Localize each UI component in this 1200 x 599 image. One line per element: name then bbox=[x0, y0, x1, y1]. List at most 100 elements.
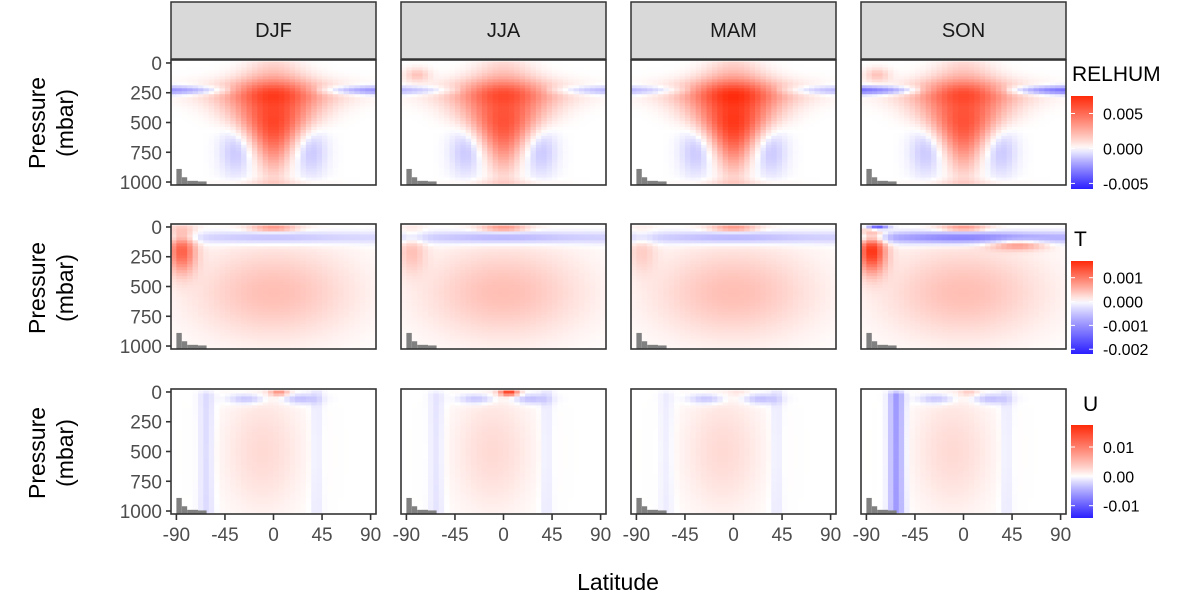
heatmap-cell bbox=[749, 132, 756, 137]
heatmap-cell bbox=[652, 129, 659, 134]
heatmap-cell bbox=[471, 180, 477, 184]
heatmap-cell bbox=[679, 118, 686, 122]
heatmap-cell bbox=[327, 132, 334, 137]
heatmap-cell bbox=[711, 82, 718, 86]
heatmap-cell bbox=[765, 61, 772, 65]
heatmap-cell bbox=[744, 97, 751, 101]
heatmap-cell bbox=[171, 79, 177, 83]
heatmap-cell bbox=[674, 123, 680, 128]
heatmap-cell bbox=[589, 171, 596, 175]
heatmap-cell bbox=[192, 126, 199, 131]
heatmap-cell bbox=[787, 94, 794, 98]
heatmap-cell bbox=[197, 144, 204, 149]
heatmap-cell bbox=[866, 159, 873, 164]
heatmap-cell bbox=[541, 103, 548, 107]
heatmap-cell bbox=[359, 94, 366, 98]
heatmap-cell bbox=[465, 97, 472, 101]
heatmap-cell bbox=[887, 159, 894, 164]
heatmap-cell bbox=[214, 141, 220, 146]
heatmap-cell bbox=[861, 115, 867, 119]
heatmap-cell bbox=[370, 135, 377, 140]
heatmap-cell bbox=[187, 141, 193, 146]
heatmap-cell bbox=[349, 73, 355, 77]
heatmap-cell bbox=[695, 129, 702, 134]
heatmap-cell bbox=[224, 141, 231, 146]
heatmap-cell bbox=[579, 141, 585, 146]
heatmap-cell bbox=[792, 135, 799, 140]
heatmap-cell bbox=[546, 153, 553, 158]
heatmap-cell bbox=[755, 94, 761, 98]
heatmap-cell bbox=[765, 73, 772, 77]
heatmap-cell bbox=[251, 177, 258, 181]
heatmap-cell bbox=[579, 177, 585, 181]
heatmap-cell bbox=[219, 159, 226, 164]
heatmap-cell bbox=[492, 171, 499, 175]
heatmap-cell bbox=[573, 126, 580, 131]
heatmap-cell bbox=[208, 123, 215, 128]
heatmap-cell bbox=[365, 168, 371, 173]
heatmap-cell bbox=[481, 94, 488, 98]
heatmap-cell bbox=[568, 118, 575, 122]
heatmap-cell bbox=[573, 121, 580, 125]
heatmap-cell bbox=[332, 135, 339, 140]
heatmap-cell bbox=[224, 76, 231, 80]
strip-label-mam: MAM bbox=[710, 20, 757, 42]
heatmap-cell bbox=[663, 106, 670, 110]
heatmap-cell bbox=[262, 73, 269, 77]
heatmap-cell bbox=[776, 129, 783, 134]
heatmap-cell bbox=[203, 153, 210, 158]
heatmap-cell bbox=[327, 67, 334, 71]
heatmap-cell bbox=[530, 118, 537, 122]
heatmap-cell bbox=[861, 94, 867, 98]
heatmap-cell bbox=[235, 147, 242, 152]
heatmap-cell bbox=[887, 123, 894, 128]
heatmap-cell bbox=[427, 61, 434, 65]
heatmap-cell bbox=[631, 174, 637, 178]
heatmap-cell bbox=[600, 162, 607, 167]
heatmap-cell bbox=[305, 112, 312, 116]
heatmap-cell bbox=[552, 129, 558, 134]
heatmap-cell bbox=[760, 177, 767, 181]
heatmap-cell bbox=[519, 123, 526, 128]
heatmap-cell bbox=[498, 91, 504, 95]
heatmap-cell bbox=[508, 159, 515, 164]
heatmap-cell bbox=[652, 67, 659, 71]
heatmap-cell bbox=[579, 171, 585, 175]
heatmap-cell bbox=[262, 135, 269, 140]
heatmap-cell bbox=[744, 129, 751, 134]
heatmap-cell bbox=[792, 138, 799, 143]
heatmap-cell bbox=[733, 85, 740, 89]
heatmap-cell bbox=[401, 162, 407, 167]
heatmap-cell bbox=[224, 64, 231, 68]
heatmap-cell bbox=[819, 150, 826, 155]
heatmap-cell bbox=[278, 147, 285, 152]
heatmap-cell bbox=[647, 159, 653, 164]
heatmap-cell bbox=[546, 121, 553, 125]
heatmap-cell bbox=[552, 88, 558, 92]
heatmap-cell bbox=[476, 85, 483, 89]
heatmap-cell bbox=[514, 115, 521, 119]
heatmap-cell bbox=[765, 135, 772, 140]
heatmap-cell bbox=[684, 64, 691, 68]
heatmap-cell bbox=[354, 82, 361, 86]
heatmap-cell bbox=[825, 141, 831, 146]
heatmap-cell bbox=[273, 88, 280, 92]
heatmap-cell bbox=[284, 165, 291, 170]
heatmap-cell bbox=[568, 85, 575, 89]
heatmap-cell bbox=[417, 82, 423, 86]
heatmap-cell bbox=[422, 100, 429, 104]
heatmap-cell bbox=[438, 79, 445, 83]
heatmap-cell bbox=[365, 138, 371, 143]
heatmap-cell bbox=[568, 123, 575, 128]
heatmap-cell bbox=[803, 73, 810, 77]
heatmap-cell bbox=[257, 100, 264, 104]
heatmap-cell bbox=[579, 159, 585, 164]
heatmap-cell bbox=[679, 88, 686, 92]
heatmap-cell bbox=[771, 141, 778, 146]
heatmap-cell bbox=[541, 61, 548, 65]
heatmap-cell bbox=[568, 97, 575, 101]
heatmap-cell bbox=[219, 94, 226, 98]
heatmap-cell bbox=[711, 135, 718, 140]
heatmap-cell bbox=[219, 73, 226, 77]
heatmap-cell bbox=[498, 126, 504, 131]
